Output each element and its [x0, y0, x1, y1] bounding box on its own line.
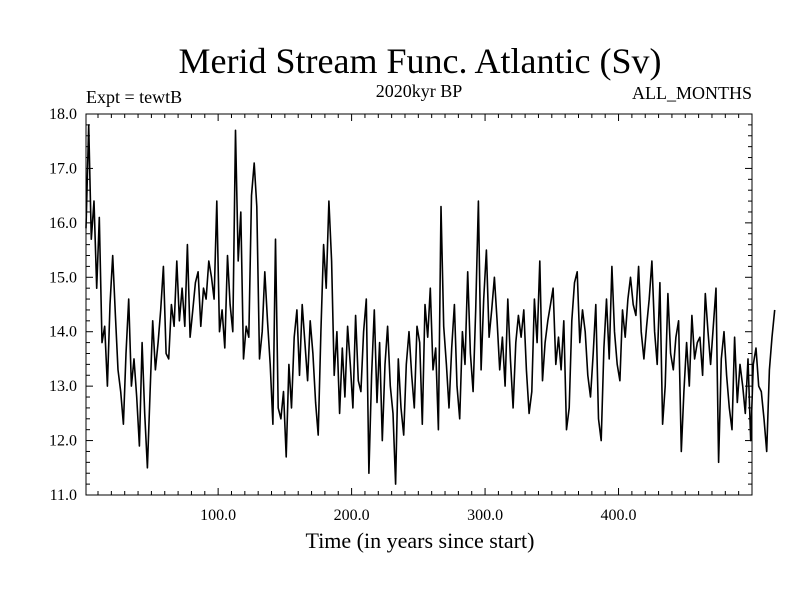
y-tick-label: 18.0 — [49, 106, 77, 123]
y-tick-label: 11.0 — [50, 487, 77, 504]
y-axis: 11.0 12.0 13.0 14.0 15.0 16.0 17.0 18.0 — [49, 106, 752, 504]
experiment-label: Expt = tewtB — [86, 87, 182, 107]
y-tick-label: 16.0 — [49, 215, 77, 232]
chart-title: Merid Stream Func. Atlantic (Sv) — [179, 41, 662, 81]
x-tick-label: 400.0 — [601, 507, 637, 524]
plot-frame — [85, 113, 753, 496]
period-label: 2020kyr BP — [376, 81, 463, 101]
x-tick-label: 200.0 — [334, 507, 370, 524]
y-tick-label: 15.0 — [49, 269, 77, 286]
y-tick-label: 13.0 — [49, 378, 77, 395]
x-tick-label: 300.0 — [467, 507, 503, 524]
y-tick-label: 14.0 — [49, 324, 77, 341]
x-tick-label: 100.0 — [200, 507, 236, 524]
x-axis-label: Time (in years since start) — [306, 528, 535, 553]
series-line — [85, 124, 776, 485]
y-tick-label: 12.0 — [49, 433, 77, 450]
series-layer — [85, 124, 776, 485]
x-axis: 100.0 200.0 300.0 400.0 — [97, 114, 740, 524]
y-tick-label: 17.0 — [49, 160, 77, 177]
months-label: ALL_MONTHS — [632, 83, 752, 103]
